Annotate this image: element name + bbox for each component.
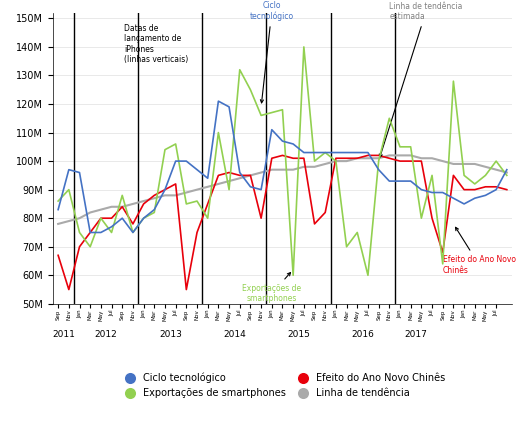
Text: 2012: 2012	[95, 330, 118, 338]
Text: 2013: 2013	[159, 330, 182, 338]
Text: 2014: 2014	[223, 330, 246, 338]
Text: Exportações de
smartphones: Exportações de smartphones	[242, 273, 301, 303]
Legend: Ciclo tecnológico, Exportações de smartphones, Efeito do Ano Novo Chinês, Linha : Ciclo tecnológico, Exportações de smartp…	[120, 373, 445, 398]
Text: 2016: 2016	[351, 330, 374, 338]
Text: Efeito do Ano Novo
Chinês: Efeito do Ano Novo Chinês	[442, 227, 516, 275]
Text: Linha de tendência
estimada: Linha de tendência estimada	[379, 2, 463, 157]
Text: 2017: 2017	[404, 330, 428, 338]
Text: 2015: 2015	[287, 330, 310, 338]
Text: 2011: 2011	[52, 330, 75, 338]
Text: Ciclo
tecnológico: Ciclo tecnológico	[250, 1, 294, 103]
Text: Datas de
lançamento de
iPhones
(linhas verticais): Datas de lançamento de iPhones (linhas v…	[125, 24, 188, 64]
